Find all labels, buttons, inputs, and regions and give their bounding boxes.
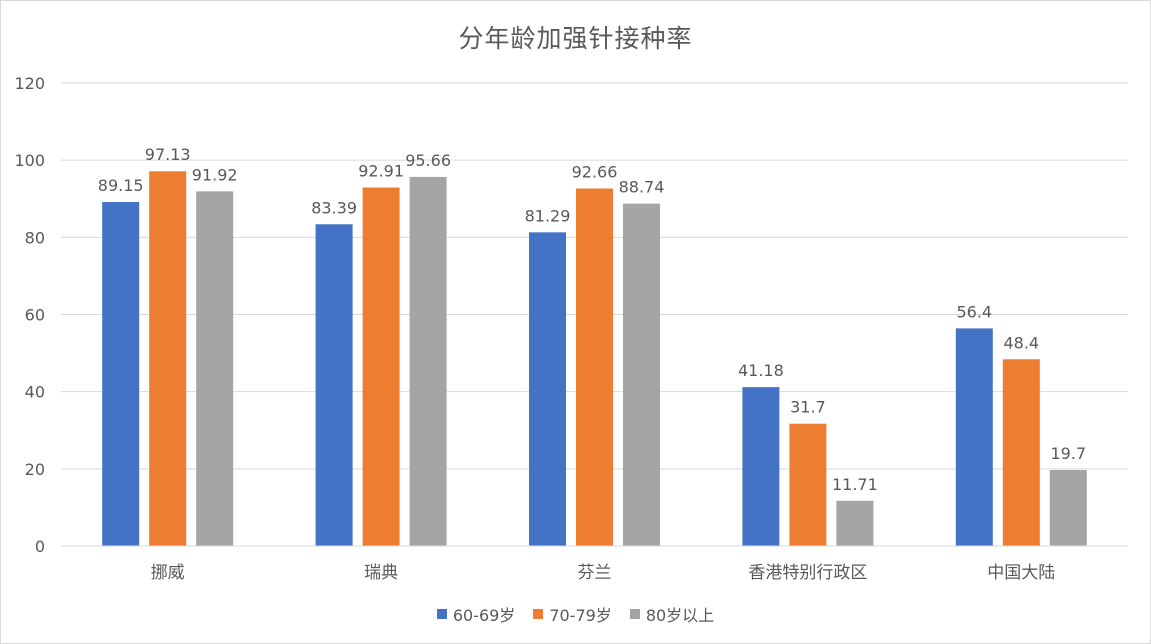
bar-chart: 02040608010012089.1597.1391.92挪威83.3992.… [14,74,1128,583]
y-tick-label-3: 60 [25,306,45,325]
bar-3-2 [409,176,447,546]
y-tick-label-5: 100 [14,151,45,170]
data-label-2-3: 92.66 [572,162,618,181]
data-label-1-5: 56.4 [956,302,992,321]
y-tick-label-0: 0 [35,537,45,556]
legend-item-series-1: 60-69岁 [436,602,516,626]
x-category-label-3: 芬兰 [578,563,612,583]
bar-1-4 [742,387,780,546]
bar-3-1 [196,191,234,547]
x-category-label-1: 挪威 [151,563,185,583]
legend-label-series-3: 80岁以上 [645,606,715,625]
bar-2-4 [789,423,827,546]
x-category-label-2: 瑞典 [364,563,398,583]
data-label-2-4: 31.7 [790,398,826,417]
y-tick-label-6: 120 [14,74,45,93]
bar-3-5 [1049,469,1087,546]
bar-1-5 [955,328,993,546]
x-category-label-4: 香港特别行政区 [748,563,867,583]
data-label-1-4: 41.18 [738,361,784,380]
data-label-3-2: 95.66 [405,151,451,170]
bar-3-3 [623,203,660,546]
data-label-1-3: 81.29 [525,206,571,225]
y-tick-label-1: 20 [25,460,45,479]
data-label-3-1: 91.92 [192,165,238,184]
y-tick-label-2: 40 [25,383,45,402]
legend-label-series-1: 60-69岁 [452,606,516,625]
data-label-1-2: 83.39 [311,198,357,217]
x-category-label-5: 中国大陆 [987,563,1055,583]
legend-swatch-series-1 [436,609,447,619]
data-label-3-4: 11.71 [832,475,878,494]
bar-1-2 [315,224,353,546]
bar-2-3 [576,188,613,547]
bar-1-3 [529,232,566,546]
data-label-3-5: 19.7 [1050,444,1086,463]
data-label-3-3: 88.74 [619,178,665,197]
legend-swatch-series-3 [629,609,640,619]
data-label-1-1: 89.15 [98,176,144,195]
y-tick-label-4: 80 [25,228,45,247]
legend-item-series-2: 70-79岁 [533,602,612,626]
legend-swatch-series-2 [533,609,544,619]
bar-3-4 [836,500,874,546]
chart-title: 分年龄加强针接种率 [458,24,693,53]
bar-2-5 [1002,359,1040,546]
bar-2-1 [149,171,187,546]
data-label-2-1: 97.13 [145,145,191,164]
bar-1-1 [102,202,140,546]
legend-label-series-2: 70-79岁 [549,606,612,625]
legend-item-series-3: 80岁以上 [629,602,715,626]
bar-2-2 [362,187,400,546]
data-label-2-2: 92.91 [358,162,404,181]
legend: 60-69岁 70-79岁 80岁以上 [1,602,1150,626]
data-label-2-5: 48.4 [1003,333,1039,352]
